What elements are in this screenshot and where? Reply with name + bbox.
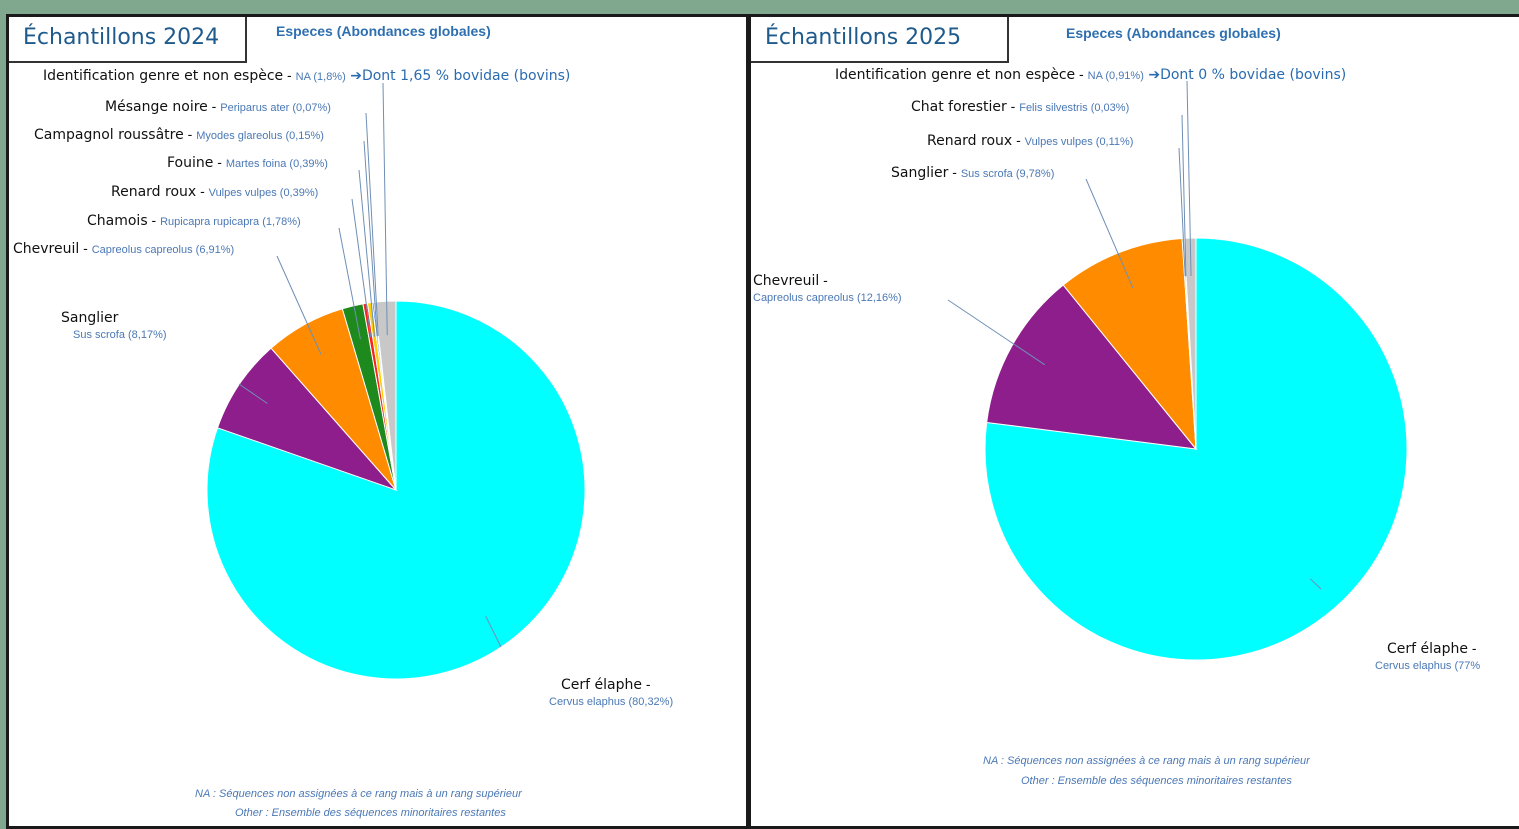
leader-line xyxy=(351,198,372,338)
slice-common-name: Cerf élaphe xyxy=(561,677,642,693)
label-separator: - xyxy=(79,240,92,256)
chart-title: Especes (Abondances globales) xyxy=(1066,25,1281,41)
slice-label: Sanglier Sus scrofa (8,17%) xyxy=(61,310,167,342)
slice-scientific-name: Capreolus capreolus (12,16%) xyxy=(753,292,902,304)
bovidae-note-text: Dont 1,65 % bovidae (bovins) xyxy=(361,68,571,84)
slice-scientific-name: Vulpes vulpes (0,11%) xyxy=(1024,136,1134,148)
leader-line xyxy=(1181,114,1187,277)
leader-line xyxy=(365,112,379,337)
slice-scientific-name: Felis silvestris (0,03%) xyxy=(1019,102,1130,114)
panel-title: Échantillons 2024 xyxy=(9,17,247,63)
slice-scientific-name: Capreolus capreolus (6,91%) xyxy=(91,244,235,256)
slice-common-name: Chevreuil xyxy=(753,273,820,289)
bovidae-note-text: Dont 0 % bovidae (bovins) xyxy=(1160,67,1347,83)
slice-common-name: Chevreuil xyxy=(13,241,80,257)
slice-scientific-name: Vulpes vulpes (0,39%) xyxy=(208,187,319,199)
bovidae-note: ➔Dont 0 % bovidae (bovins) xyxy=(1144,67,1346,83)
slice-scientific-name: NA (1,8%) xyxy=(295,71,346,83)
slice-label: Chamois - Rupicapra rupicapra (1,78%) xyxy=(87,213,301,229)
pie-slice xyxy=(1062,237,1197,451)
slice-common-name: Sanglier xyxy=(891,165,949,181)
panel-title: Échantillons 2025 xyxy=(751,17,1009,63)
slice-scientific-name: Myodes glareolus (0,15%) xyxy=(196,130,324,142)
slice-label: Fouine - Martes foina (0,39%) xyxy=(167,155,328,171)
footnote-other: Other : Ensemble des séquences minoritai… xyxy=(1021,775,1292,787)
slice-common-name: Identification genre et non espèce xyxy=(835,67,1076,83)
slice-label: Campagnol roussâtre - Myodes glareolus (… xyxy=(34,127,324,143)
label-separator: - xyxy=(283,67,296,83)
slice-scientific-name: Rupicapra rupicapra (1,78%) xyxy=(160,216,301,228)
arrow-right-icon: ➔ xyxy=(1143,67,1161,83)
slice-scientific-name: Cervus elaphus (80,32%) xyxy=(549,696,674,708)
leader-line xyxy=(276,255,322,355)
label-separator: - xyxy=(1006,98,1020,114)
leader-line xyxy=(382,82,388,336)
chart-panel-2024: Échantillons 2024 Especes (Abondances gl… xyxy=(6,14,749,829)
label-separator: - xyxy=(147,212,161,228)
leader-line xyxy=(1310,578,1322,590)
slice-scientific-name: Sus scrofa (9,78%) xyxy=(960,168,1055,180)
chart-title: Especes (Abondances globales) xyxy=(276,23,491,39)
slice-common-name: Fouine xyxy=(167,155,214,171)
leader-line xyxy=(485,616,502,648)
label-separator: - xyxy=(1467,640,1477,656)
footnote-na: NA : Séquences non assignées à ce rang m… xyxy=(195,788,522,800)
leader-line xyxy=(1178,147,1186,277)
slice-common-name: Renard roux xyxy=(111,184,197,200)
label-separator: - xyxy=(1012,132,1025,148)
slice-label: Chevreuil - Capreolus capreolus (12,16%) xyxy=(753,273,902,305)
slice-scientific-name: Sus scrofa (8,17%) xyxy=(73,329,167,341)
slice-common-name: Cerf élaphe xyxy=(1387,641,1468,657)
slice-label: Cerf élaphe - Cervus elaphus (77% xyxy=(1375,640,1480,673)
label-separator: - xyxy=(819,272,828,288)
label-separator: - xyxy=(641,676,651,692)
leader-line xyxy=(947,299,1046,366)
label-separator: - xyxy=(948,164,961,180)
leader-line xyxy=(358,169,375,337)
label-separator: - xyxy=(196,183,209,199)
pie-slice xyxy=(984,237,1408,661)
slice-label: Sanglier - Sus scrofa (9,78%) xyxy=(891,165,1054,181)
leader-line xyxy=(1085,178,1134,289)
slice-common-name: Mésange noire xyxy=(105,99,208,115)
slice-label: Renard roux - Vulpes vulpes (0,11%) xyxy=(927,133,1133,149)
arrow-right-icon: ➔ xyxy=(345,68,362,84)
slice-label: Chevreuil - Capreolus capreolus (6,91%) xyxy=(13,241,234,257)
label-separator: - xyxy=(183,126,197,142)
slice-label: Identification genre et non espèce - NA … xyxy=(835,67,1346,83)
slice-common-name: Sanglier xyxy=(61,310,119,326)
pie-slice xyxy=(986,284,1198,450)
slice-scientific-name: Cervus elaphus (77% xyxy=(1375,660,1481,672)
footnote-na: NA : Séquences non assignées à ce rang m… xyxy=(983,755,1310,767)
slice-common-name: Campagnol roussâtre xyxy=(34,127,184,143)
pie-chart-2024 xyxy=(206,82,586,680)
slice-scientific-name: NA (0,91%) xyxy=(1087,70,1144,82)
slice-label: Mésange noire - Periparus ater (0,07%) xyxy=(105,99,331,115)
slice-common-name: Identification genre et non espèce xyxy=(43,68,284,84)
slice-common-name: Chamois xyxy=(87,213,148,229)
slice-label: Renard roux - Vulpes vulpes (0,39%) xyxy=(111,184,318,200)
leader-line xyxy=(1186,80,1192,277)
slice-common-name: Chat forestier xyxy=(911,99,1007,115)
label-separator: - xyxy=(207,98,221,114)
pie-chart-2025 xyxy=(947,80,1408,661)
slice-scientific-name: Martes foina (0,39%) xyxy=(225,158,328,170)
footnote-other: Other : Ensemble des séquences minoritai… xyxy=(235,807,506,819)
label-separator: - xyxy=(213,154,226,170)
slice-label: Chat forestier - Felis silvestris (0,03%… xyxy=(911,99,1129,115)
leader-line xyxy=(338,227,361,340)
slice-label: Cerf élaphe - Cervus elaphus (80,32%) xyxy=(549,676,673,709)
bovidae-note: ➔Dont 1,65 % bovidae (bovins) xyxy=(345,68,571,84)
slice-label: Identification genre et non espèce - NA … xyxy=(43,68,570,84)
chart-panel-2025: Échantillons 2025 Especes (Abondances gl… xyxy=(748,14,1519,829)
label-separator: - xyxy=(1075,66,1088,82)
leader-line xyxy=(363,140,378,337)
slice-scientific-name: Periparus ater (0,07%) xyxy=(220,102,331,114)
leader-line xyxy=(238,383,268,404)
slice-common-name: Renard roux xyxy=(927,133,1013,149)
